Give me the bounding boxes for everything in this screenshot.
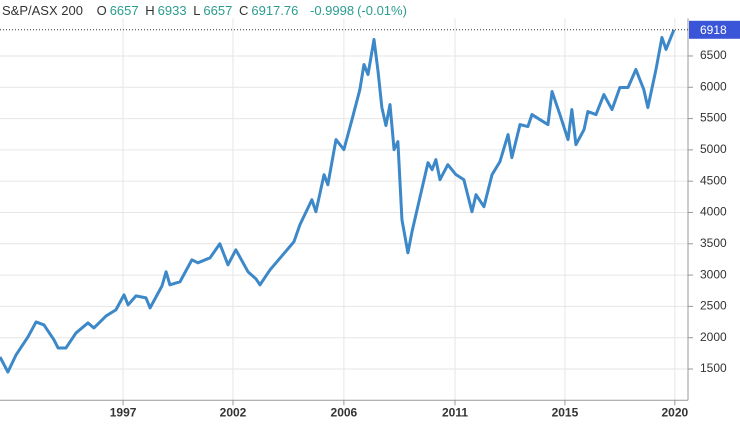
high-value: 6933 — [157, 3, 187, 18]
y-tick-label: 4000 — [700, 205, 727, 219]
low-label: L — [193, 3, 201, 18]
x-tick-label: 1997 — [110, 405, 137, 419]
last-price-label: 6918 — [700, 23, 727, 37]
y-tick-label: 3000 — [700, 267, 727, 281]
close-value: 6917.76 — [251, 3, 299, 18]
y-tick-label: 4500 — [700, 173, 727, 187]
high-label: H — [145, 3, 155, 18]
low-value: 6657 — [203, 3, 233, 18]
change-pct: (-0.01%) — [357, 3, 407, 18]
x-tick-label: 2002 — [220, 405, 247, 419]
y-tick-label: 2000 — [700, 330, 727, 344]
open-label: O — [96, 3, 107, 18]
y-tick-label: 6000 — [700, 79, 727, 93]
y-tick-label: 1500 — [700, 361, 727, 375]
last-price-tag — [689, 20, 740, 39]
x-tick-label: 2020 — [662, 405, 689, 419]
close-label: C — [238, 3, 249, 18]
symbol: S&P/ASX 200 — [2, 3, 83, 18]
open-value: 6657 — [109, 3, 139, 18]
y-tick-label: 3500 — [700, 236, 727, 250]
x-tick-label: 2011 — [442, 405, 468, 419]
header: S&P/ASX 200 O 6657 H 6933 L 6657 C 6917.76 -… — [2, 3, 410, 18]
change: -0.9998 — [309, 3, 355, 18]
y-tick-label: 6500 — [700, 48, 727, 62]
x-tick-label: 2006 — [331, 405, 358, 419]
price-line — [0, 29, 676, 374]
y-tick-label: 5500 — [700, 111, 727, 125]
x-tick-label: 2015 — [552, 405, 579, 419]
y-tick-label: 2500 — [700, 299, 727, 313]
y-tick-label: 5000 — [700, 142, 727, 156]
